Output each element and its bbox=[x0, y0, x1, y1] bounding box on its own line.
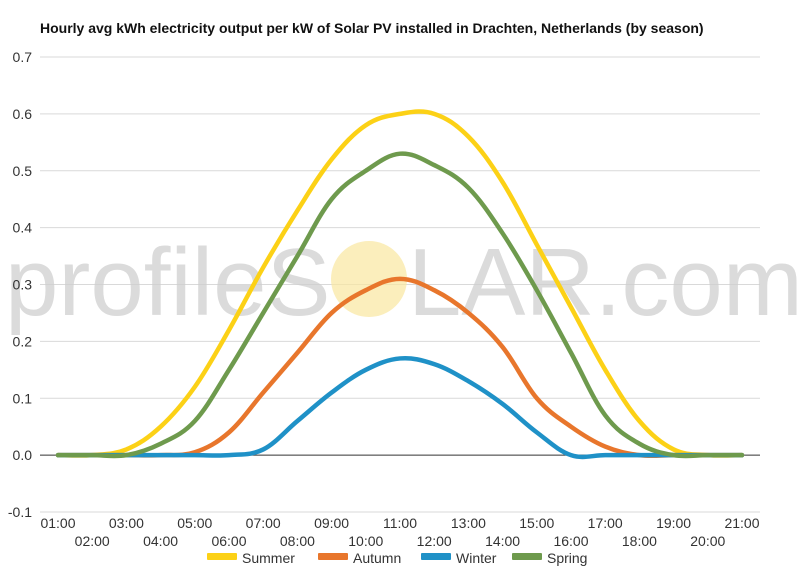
x-tick-label: 04:00 bbox=[143, 533, 178, 549]
series-line-winter bbox=[55, 355, 745, 460]
y-tick-label: 0.4 bbox=[13, 220, 33, 236]
y-tick-label: -0.1 bbox=[8, 504, 32, 520]
legend-label-spring: Spring bbox=[547, 550, 587, 566]
watermark: profileS LAR.com bbox=[5, 229, 800, 336]
x-tick-label: 01:00 bbox=[40, 515, 75, 531]
y-tick-label: 0.2 bbox=[13, 333, 33, 349]
x-tick-label: 09:00 bbox=[314, 515, 349, 531]
x-tick-label: 07:00 bbox=[246, 515, 281, 531]
x-tick-label: 06:00 bbox=[211, 533, 246, 549]
x-tick-label: 10:00 bbox=[348, 533, 383, 549]
legend: Summer Autumn Winter Spring bbox=[207, 550, 587, 566]
legend-swatch-autumn bbox=[318, 553, 348, 560]
y-tick-label: 0.7 bbox=[13, 49, 33, 65]
x-tick-label: 02:00 bbox=[75, 533, 110, 549]
watermark-text-right: LAR.com bbox=[408, 229, 800, 336]
series-line-spring bbox=[55, 151, 745, 459]
x-tick-label: 20:00 bbox=[690, 533, 725, 549]
x-tick-label: 12:00 bbox=[417, 533, 452, 549]
grid-lines bbox=[40, 56, 760, 513]
legend-label-autumn: Autumn bbox=[353, 550, 401, 566]
x-tick-label: 15:00 bbox=[519, 515, 554, 531]
legend-label-winter: Winter bbox=[456, 550, 497, 566]
x-tick-label: 16:00 bbox=[553, 533, 588, 549]
y-axis-ticks: -0.1 0.0 0.1 0.2 0.3 0.4 0.5 0.6 0.7 bbox=[8, 49, 32, 520]
x-tick-label: 21:00 bbox=[724, 515, 759, 531]
legend-swatch-spring bbox=[512, 553, 542, 560]
x-tick-label: 13:00 bbox=[451, 515, 486, 531]
x-tick-label: 08:00 bbox=[280, 533, 315, 549]
x-tick-label: 19:00 bbox=[656, 515, 691, 531]
legend-label-summer: Summer bbox=[242, 550, 295, 566]
legend-swatch-winter bbox=[421, 553, 451, 560]
y-tick-label: 0.6 bbox=[13, 106, 33, 122]
x-tick-label: 03:00 bbox=[109, 515, 144, 531]
legend-swatch-summer bbox=[207, 553, 237, 560]
x-tick-label: 05:00 bbox=[177, 515, 212, 531]
x-tick-label: 17:00 bbox=[588, 515, 623, 531]
y-tick-label: 0.1 bbox=[13, 390, 33, 406]
y-tick-label: 0.3 bbox=[13, 277, 33, 293]
chart-title: Hourly avg kWh electricity output per kW… bbox=[40, 20, 704, 36]
series-lines bbox=[55, 109, 745, 460]
x-tick-label: 18:00 bbox=[622, 533, 657, 549]
x-tick-label: 11:00 bbox=[383, 515, 417, 531]
series-line-summer bbox=[55, 109, 745, 458]
y-tick-label: 0.0 bbox=[13, 447, 33, 463]
x-tick-label: 14:00 bbox=[485, 533, 520, 549]
y-tick-label: 0.5 bbox=[13, 163, 33, 179]
